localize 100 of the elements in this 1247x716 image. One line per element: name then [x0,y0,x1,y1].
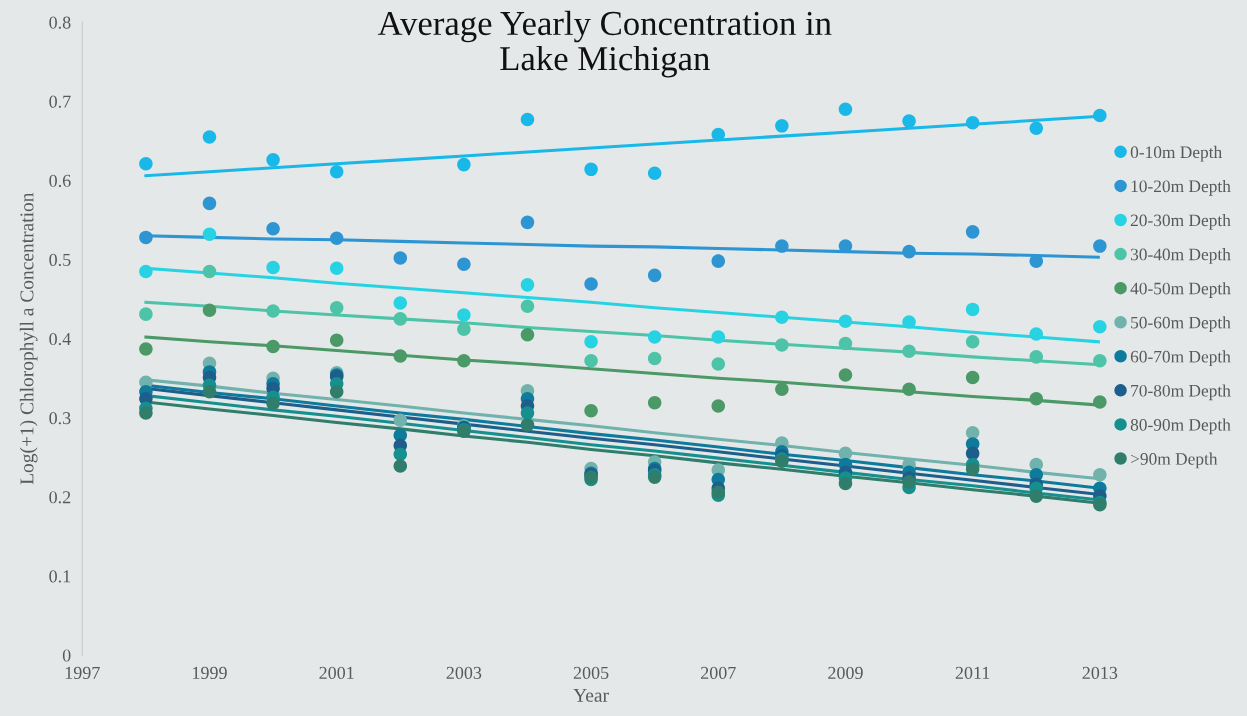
point [838,239,853,253]
point [520,278,535,292]
point [584,335,598,349]
legend-label: 60-70m Depth [1130,350,1231,367]
point [457,257,471,272]
point [1093,467,1107,482]
point [266,260,280,275]
point [1029,392,1044,406]
point [647,395,662,410]
point [393,459,408,473]
point [1093,320,1107,334]
point [266,304,280,318]
point [902,382,916,397]
y-tick-label: 0.4 [49,332,71,346]
point [965,335,980,349]
point [1029,350,1044,364]
point [838,446,853,461]
point [902,315,916,329]
point [711,127,726,142]
point [329,301,344,315]
point [775,338,789,352]
point [393,349,408,363]
point [393,312,408,326]
point [1093,395,1107,409]
point [584,162,598,177]
point [1029,254,1044,268]
point [266,339,280,354]
point [838,102,853,116]
point [647,268,662,283]
y-tick-label: 0.8 [49,16,71,29]
point [902,114,916,128]
point [1093,354,1107,368]
point [139,406,153,420]
legend-label: 20-30m Depth [1130,214,1231,230]
point [457,308,471,322]
x-tick-label: 2011 [955,666,990,679]
point [202,303,217,317]
point [202,264,217,279]
point [139,264,153,279]
point [838,368,853,382]
point [584,403,598,418]
legend-label: 0-10m Depth [1130,145,1222,162]
point [520,418,535,432]
point [965,446,980,461]
point [202,227,217,241]
point [965,370,980,385]
x-tick-label: 2005 [573,666,609,679]
point [1029,121,1044,135]
chart-title: Average Yearly Concentration in Lake Michigan [377,10,832,78]
point [647,351,662,366]
point [775,310,789,325]
point [520,327,535,342]
y-axis-title: Log(+1) Chlorophyll a Concentration [19,192,38,485]
point [647,166,662,181]
point [266,396,280,411]
y-tick-label: 0.7 [49,95,71,108]
point [902,244,916,259]
point [393,251,408,265]
point [520,112,535,127]
x-tick-label: 2009 [828,666,863,679]
legend-label: 40-50m Depth [1130,282,1231,298]
point [775,239,789,253]
y-tick-label: 0 [62,649,71,662]
point [711,254,726,268]
point [775,382,789,397]
point [838,476,853,491]
point [202,196,217,211]
point [266,221,280,236]
x-tick-label: 2007 [701,666,736,679]
point [520,299,535,313]
point [1029,489,1044,503]
x-tick-label: 1997 [65,666,100,679]
point [584,354,598,368]
point [329,231,344,245]
y-tick-label: 0.1 [49,570,71,583]
x-tick-label: 2001 [319,666,354,679]
point [965,462,980,476]
point [139,157,153,171]
point [838,314,853,329]
point [1029,327,1044,341]
point [202,384,217,399]
point [457,157,471,172]
y-tick-label: 0.5 [49,253,71,267]
point [393,413,408,427]
point [965,302,980,317]
x-tick-label: 1999 [193,666,227,679]
point [329,384,344,399]
point [711,357,726,371]
point [520,406,535,420]
point [775,119,789,133]
legend-label: 70-80m Depth [1131,384,1231,401]
point [329,261,344,276]
y-tick-label: 0.3 [49,412,71,425]
point [139,342,153,356]
legend-label: 50-60m Depth [1131,316,1231,332]
point [1093,108,1107,123]
point [329,333,344,348]
legend-label: >90m Depth [1131,452,1218,469]
point [139,230,153,245]
y-tick-label: 0.6 [49,174,71,187]
